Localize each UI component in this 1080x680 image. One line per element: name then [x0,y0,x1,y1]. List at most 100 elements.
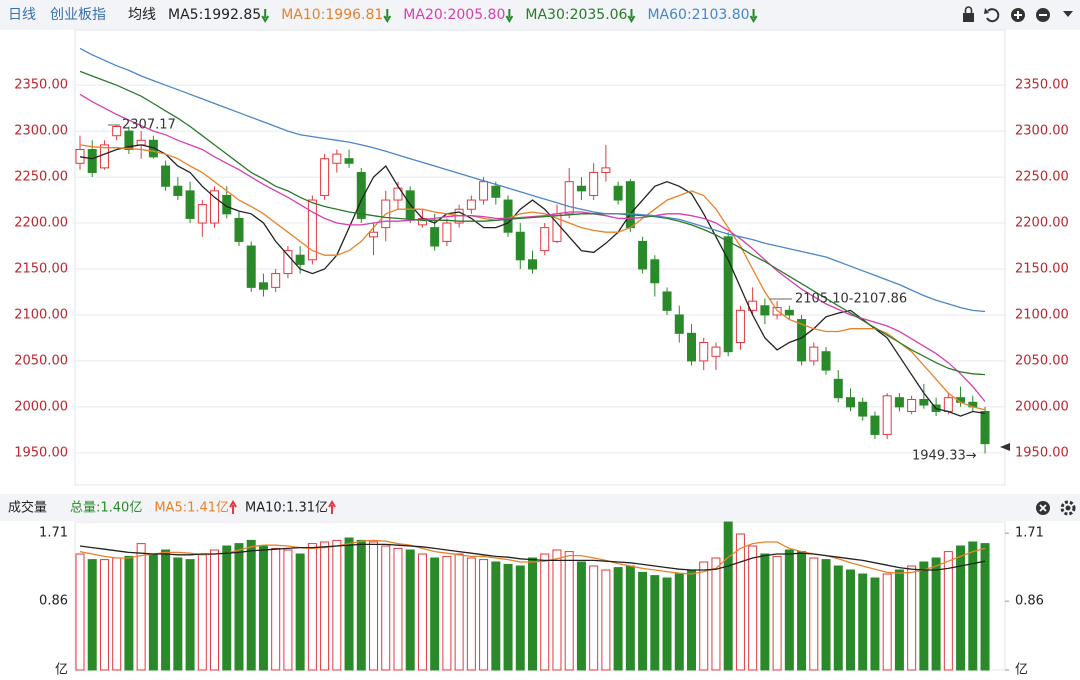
down-arrow-icon [383,9,392,23]
volume-bar [699,561,709,671]
volume-bar [894,569,904,671]
zoom-out-icon[interactable] [1036,8,1050,22]
volume-bar [173,557,183,671]
lock-icon[interactable] [963,6,974,22]
ma-line [79,70,986,376]
candle-body [711,346,721,357]
candle-body [75,148,85,164]
volume-bar [552,549,562,671]
candle-body [772,307,782,316]
period[interactable]: 日线 [8,7,36,23]
volume-bar [320,541,330,671]
volume-bar [674,573,684,671]
y-tick-label: 2250.00 [14,170,68,185]
y-tick-label: 亿 [55,663,68,678]
candle-body [784,309,794,316]
candle-body [760,305,770,316]
price-annotation: 2307.17 [122,118,176,133]
ma-line [79,93,986,402]
volume-bar [931,557,941,671]
candle-body [124,130,134,150]
candle-body [601,167,611,173]
candle-body [234,217,244,242]
legend-entry[interactable]: MA60:2103.80 [647,7,749,23]
price-annotation: 1949.33→ [912,449,977,464]
volume-bar [381,545,391,671]
candle-body [222,194,232,215]
candle-body [870,415,880,435]
legend-entry[interactable]: MA30:2035.06 [525,7,627,23]
ma-line [79,144,986,417]
candle-body [797,319,807,362]
volume-bar [234,543,244,671]
candle-body [161,165,171,187]
volume-bar [430,557,440,671]
legend-entry: MA10:1.31亿 [245,501,328,516]
volume-bar [772,555,782,671]
candle-body [356,171,366,219]
y-tick-label: 1950.00 [14,445,68,460]
candle-body [210,190,220,224]
volume-bar [356,539,366,671]
ma-line [79,543,986,571]
volume-bar [112,557,122,671]
candle-body [344,158,354,164]
more-icon[interactable] [1063,11,1073,17]
volume-bar [833,565,843,671]
y-tick-label-right: 2250.00 [1015,170,1069,185]
volume-bar [136,543,146,671]
settings-icon[interactable] [1060,500,1076,516]
volume-bar [210,549,220,671]
volume-bar [601,569,611,671]
volume-bar [638,571,648,671]
zoom-in-icon[interactable] [1011,8,1025,22]
volume-bar [748,545,758,671]
candle-body [589,171,599,196]
y-tick-label: 2100.00 [14,307,68,322]
price-annotation: 2105.10-2107.86 [795,292,907,307]
y-tick-label: 2200.00 [14,216,68,231]
volume-bar [735,533,745,671]
volume-bar [528,557,538,671]
candle-body [283,250,293,275]
candle-body [430,227,440,247]
legend-entry[interactable]: MA20:2005.80 [403,7,505,23]
volume-bar [821,559,831,671]
volume-bar [393,547,403,671]
candle-body [528,259,538,270]
up-arrow-icon [328,500,336,514]
ma-label[interactable]: 均线 [128,7,156,23]
legend-entry[interactable]: MA10:1996.81 [281,7,383,23]
y-tick-label-right: 2150.00 [1015,261,1069,276]
volume-bar [99,559,109,671]
volume-bar [687,569,696,671]
index-name[interactable]: 创业板指 [50,7,106,23]
volume-bar [161,549,171,671]
candle-body [307,199,317,261]
legend-entry[interactable]: MA5:1992.85 [168,7,261,23]
candle-body [466,199,476,210]
volume-bar [797,551,807,671]
candle-body [295,254,305,265]
candle-body [919,399,929,406]
y-tick-label-right: 2050.00 [1015,353,1069,368]
down-arrow-icon [749,9,758,23]
candle-body [625,181,635,229]
volume-bar [858,573,868,671]
ma-line [79,539,986,575]
candle-body [197,204,207,224]
undo-icon[interactable] [984,8,1000,23]
close-icon[interactable] [1036,501,1050,515]
y-tick-label-right: 2200.00 [1015,216,1069,231]
volume-bar [307,543,317,671]
y-tick-label-right: 2350.00 [1015,78,1069,93]
volume-bar [417,553,427,671]
ma-line [79,47,986,313]
volume-bar [515,565,525,671]
volume-bar [369,541,379,671]
volume-bar [919,561,929,671]
candle-body [980,410,990,445]
toolbar-icons [963,6,1076,516]
candle-body [638,240,648,270]
candle-body [907,399,917,412]
